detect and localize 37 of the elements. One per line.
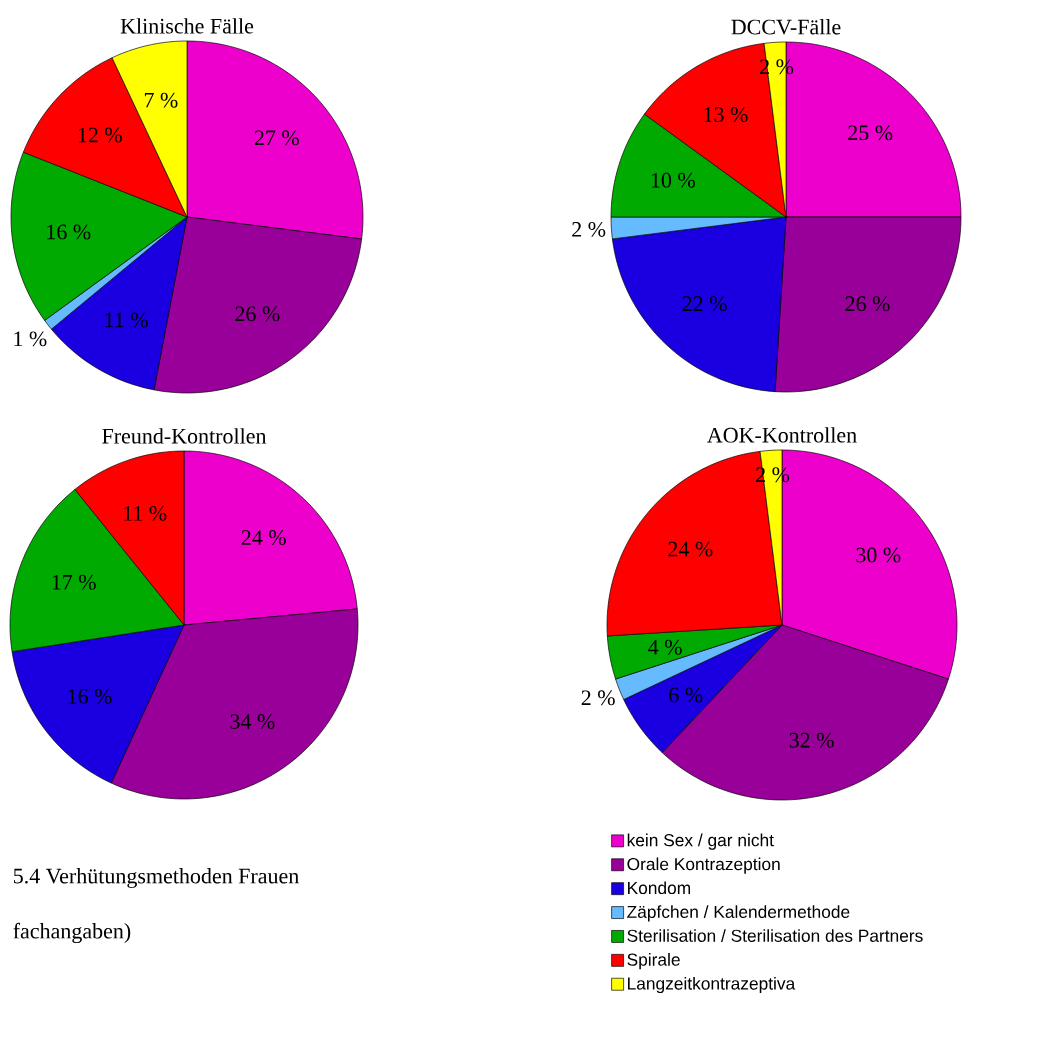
data-label: 2 % — [572, 221, 606, 237]
data-label: 12 % — [78, 127, 122, 143]
chart-title: DCCV-Fälle — [731, 19, 841, 35]
data-label: 32 % — [789, 732, 834, 748]
legend-label: Zäpfchen / Kalendermethode — [627, 905, 850, 922]
data-label: 34 % — [230, 714, 275, 730]
data-label: 11 % — [124, 505, 167, 521]
legend-label: Sterilisation / Sterilisation des Partners — [627, 929, 923, 942]
chart-title: AOK-Kontrollen — [707, 427, 857, 443]
chart-title: Freund-Kontrollen — [102, 428, 267, 444]
data-label: 1 % — [14, 331, 47, 347]
data-label: 17 % — [52, 574, 96, 590]
legend-label: Spirale — [627, 953, 680, 970]
legend-label: Orale Kontrazeption — [627, 857, 780, 874]
data-label: 22 % — [682, 296, 727, 312]
data-label: 16 % — [68, 688, 112, 704]
text: fachangaben) — [13, 922, 131, 944]
data-label: 30 % — [856, 547, 901, 563]
data-label: 26 % — [845, 296, 890, 312]
data-label: 27 % — [254, 130, 299, 146]
data-label: 10 % — [651, 172, 695, 188]
text: 5.4 Verhütungsmethoden Frauen — [13, 867, 299, 888]
data-label: 16 % — [47, 224, 91, 240]
legend-label: Kondom — [628, 881, 691, 895]
data-label: 11 % — [105, 312, 148, 328]
data-label: 4 % — [648, 639, 682, 655]
legend-label: kein Sex / gar nicht — [627, 833, 774, 850]
data-label: 26 % — [235, 306, 280, 322]
legend-label: Langzeitkontrazeptiva — [628, 976, 796, 994]
data-label: 7 % — [144, 92, 178, 108]
data-label: 6 % — [669, 687, 703, 703]
data-label: 13 % — [704, 107, 748, 123]
data-label: 24 % — [241, 530, 286, 546]
data-label: 2 % — [581, 690, 615, 706]
data-label: 24 % — [668, 541, 713, 557]
data-label: 25 % — [848, 125, 893, 141]
chart-title: Klinische Fälle — [120, 18, 254, 34]
